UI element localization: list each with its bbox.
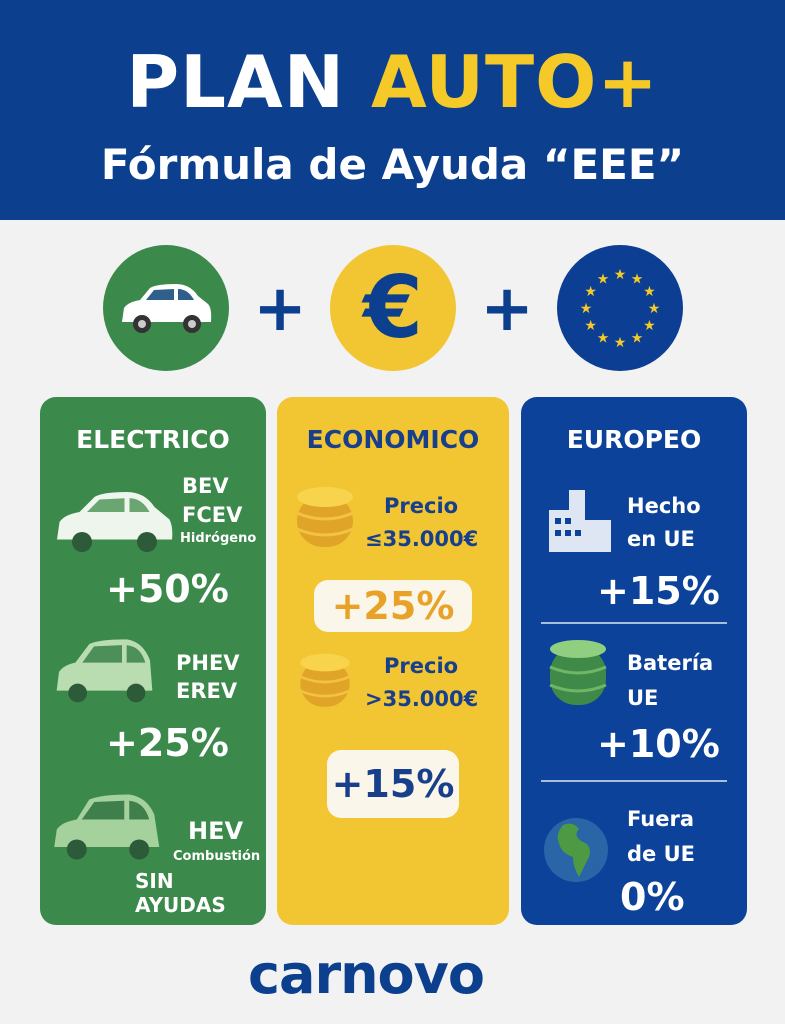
precio-label: Precio bbox=[384, 494, 459, 518]
eu-flag-icon: ★ ★ ★ ★ ★ ★ ★ ★ ★ ★ ★ ★ bbox=[557, 245, 683, 371]
hecho-label: Hecho bbox=[627, 494, 701, 518]
erev-label: EREV bbox=[176, 679, 238, 703]
title-plan: PLAN bbox=[126, 40, 372, 124]
header-banner: PLAN AUTO+ Fórmula de Ayuda “EEE” bbox=[0, 0, 785, 220]
column-title: ECONOMICO bbox=[306, 425, 480, 454]
eu-star-icon: ★ bbox=[614, 267, 627, 283]
divider bbox=[541, 780, 727, 782]
electrico-value: +50% bbox=[106, 567, 229, 611]
price-threshold-high: >35.000€ bbox=[365, 687, 479, 711]
car-icon bbox=[103, 245, 229, 371]
hev-car-icon bbox=[54, 794, 160, 860]
combustion-label: Combustión bbox=[173, 849, 261, 864]
eu-star-icon: ★ bbox=[648, 301, 661, 317]
bateria-label: Batería bbox=[627, 651, 714, 675]
en-ue-label: en UE bbox=[627, 527, 695, 551]
coins-icon bbox=[299, 653, 351, 707]
column-title: EUROPEO bbox=[566, 425, 702, 454]
eu-star-icon: ★ bbox=[631, 272, 644, 288]
bev-label: BEV bbox=[182, 474, 229, 498]
economico-value-low: +25% bbox=[314, 580, 472, 632]
page-title: PLAN AUTO+ bbox=[0, 40, 785, 124]
factory-building-icon bbox=[549, 490, 611, 552]
eu-star-icon: ★ bbox=[580, 301, 593, 317]
de-ue-label: de UE bbox=[627, 842, 695, 866]
hecho-ue-value: +15% bbox=[597, 569, 720, 613]
battery-icon bbox=[549, 640, 607, 705]
bateria-ue-value: +10% bbox=[597, 722, 720, 766]
eu-star-icon: ★ bbox=[643, 284, 656, 300]
price-threshold-low: ≤35.000€ bbox=[365, 527, 479, 551]
bev-car-icon bbox=[57, 492, 173, 552]
column-europeo: EUROPEO Hecho en UE +15% Batería UE +10%… bbox=[521, 397, 747, 925]
eu-star-icon: ★ bbox=[643, 318, 656, 334]
economico-value-high: +15% bbox=[327, 750, 459, 818]
hev-label: HEV bbox=[188, 817, 244, 845]
title-auto: AUTO+ bbox=[371, 40, 659, 124]
carnovo-logo: carnovo bbox=[248, 943, 485, 1006]
fuera-ue-value: 0% bbox=[620, 875, 685, 919]
divider bbox=[541, 622, 727, 624]
fcev-label: FCEV bbox=[182, 503, 243, 527]
eu-star-icon: ★ bbox=[631, 330, 644, 346]
eu-star-icon: ★ bbox=[584, 318, 597, 334]
euro-icon: € bbox=[330, 245, 456, 371]
eu-star-icon: ★ bbox=[597, 330, 610, 346]
ue-label: UE bbox=[627, 686, 659, 710]
eu-star-icon: ★ bbox=[584, 284, 597, 300]
fuera-label: Fuera bbox=[627, 807, 695, 831]
coins-icon bbox=[296, 487, 354, 547]
hidrogeno-label: Hidrógeno bbox=[180, 531, 257, 546]
column-electrico: ELECTRICO BEV FCEV Hidrógeno +50% PHEV E… bbox=[40, 397, 266, 925]
page-subtitle: Fórmula de Ayuda “EEE” bbox=[100, 140, 685, 189]
column-economico: ECONOMICO Precio ≤35.000€ +25% Precio >3… bbox=[277, 397, 509, 925]
precio-label: Precio bbox=[384, 654, 459, 678]
phev-car-icon bbox=[56, 639, 153, 703]
eu-star-icon: ★ bbox=[597, 272, 610, 288]
globe-icon bbox=[544, 818, 608, 882]
plus-sign: + bbox=[253, 272, 307, 346]
phev-label: PHEV bbox=[176, 651, 240, 675]
phev-value: +25% bbox=[106, 721, 229, 765]
column-title: ELECTRICO bbox=[76, 425, 230, 454]
sin-ayudas-label: SIN AYUDAS bbox=[135, 869, 226, 917]
plus-sign: + bbox=[480, 272, 534, 346]
eu-star-icon: ★ bbox=[614, 335, 627, 351]
